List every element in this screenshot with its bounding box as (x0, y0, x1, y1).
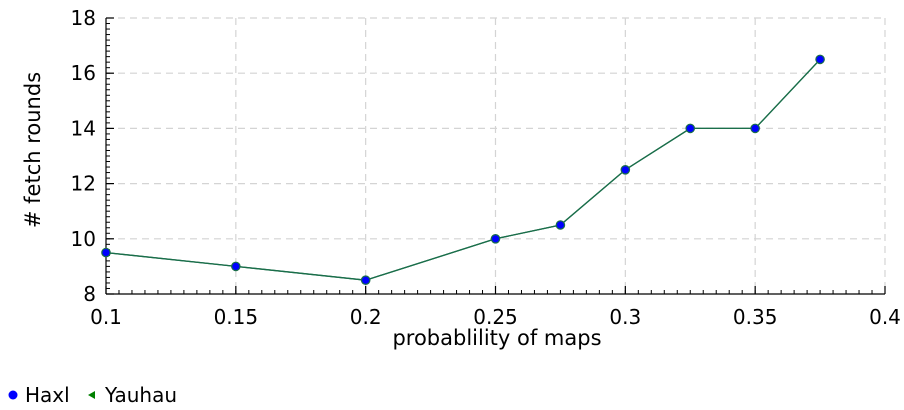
data-point-haxl (620, 165, 631, 175)
x-tick-label: 0.25 (473, 305, 518, 329)
x-tick-label: 0.4 (869, 305, 901, 329)
legend-label-haxl: Haxl (25, 383, 70, 407)
tick-marks (105, 17, 886, 295)
legend-marker-yauhau (88, 391, 95, 399)
data-point-haxl (101, 247, 111, 258)
x-tick-label: 0.3 (609, 305, 641, 329)
x-axis-title: probablility of maps (392, 326, 601, 350)
data-point-haxl (815, 54, 825, 65)
series-line-yauhau (105, 58, 821, 281)
data-point-haxl (231, 261, 241, 272)
y-tick-labels: 8 10 12 14 16 18 (71, 6, 96, 306)
y-tick-label: 18 (71, 6, 96, 30)
x-tick-labels: 0.1 0.15 0.2 0.25 0.3 0.35 0.4 (90, 305, 901, 329)
data-point-haxl (685, 123, 696, 134)
x-tick-label: 0.1 (90, 305, 122, 329)
x-tick-label: 0.35 (733, 305, 778, 329)
grid-lines (106, 17, 886, 294)
legend: Haxl Yauhau (8, 383, 177, 407)
y-tick-label: 8 (83, 282, 96, 306)
x-tick-label: 0.2 (350, 305, 382, 329)
data-point-haxl (360, 275, 371, 285)
series-group (101, 54, 825, 285)
y-tick-label: 16 (71, 61, 96, 85)
y-tick-label: 12 (71, 172, 96, 196)
legend-marker-haxl (8, 390, 18, 400)
data-point-haxl (750, 123, 760, 134)
x-tick-label: 0.15 (214, 305, 259, 329)
legend-label-yauhau: Yauhau (104, 383, 177, 407)
data-point-haxl (490, 234, 501, 244)
y-tick-label: 14 (71, 116, 96, 140)
y-axis-title: # fetch rounds (21, 72, 45, 228)
data-point-haxl (555, 220, 566, 230)
series-line-haxl (105, 58, 821, 281)
y-tick-label: 10 (71, 227, 96, 251)
